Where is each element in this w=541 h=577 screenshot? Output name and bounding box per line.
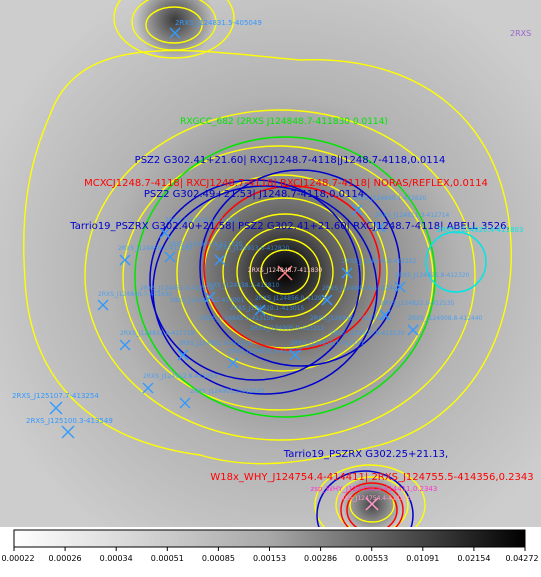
mcxc-label: MCXCJ1248.7-4118| RXCJ1248.7-4118| RXCJ1… — [84, 178, 488, 189]
psz2-label-b: PSZ2 G302.49+21.53| J1248.7-4118,0.0114 — [144, 189, 364, 200]
colorbar-tick-label: 0.00085 — [202, 554, 235, 563]
psz2-label-a: PSZ2 G302.41+21.60| RXCJ1248.7-4118|J124… — [135, 155, 446, 166]
faint-source-label: 2RXS_J124912.1-411621 — [165, 217, 240, 224]
faint-source-labels: 2RXS_J124912.1-411621 2RXS_J124905.4-4117… — [98, 195, 483, 395]
faint-source-label: 2RXS_J124905.4-411720 — [168, 241, 243, 248]
yellow-contours — [23, 0, 512, 527]
faint-source-label: 2RXS_J124922.0-411918 — [178, 340, 253, 347]
faint-source-label: 2RXS_J124925.8-412320 — [395, 272, 470, 279]
left-source-label-2: 2RXS_J125100.3-413549 — [26, 417, 113, 425]
faint-source-label: 2RXS_J124913.6-412820 — [215, 245, 290, 252]
colorbar-tick-label: 0.00051 — [151, 554, 184, 563]
blue-circles — [149, 169, 414, 527]
green-cluster-label: RXGCC_682 (2RXS J124848.7-411830 0.0114) — [180, 117, 388, 127]
faint-source-label: 2RXS_J124834.3-412252 — [342, 258, 417, 265]
tarrio-bottom-label: Tarrio19_PSZRX G302.25+21.13, — [283, 449, 448, 460]
faint-source-label: 2RXS_J124844.6-412244 — [322, 285, 397, 292]
center-marker — [277, 265, 293, 281]
cyan-source-circle — [425, 231, 487, 293]
zsp-label: zsp_WHY_J124754.4-414411,0.2343 — [311, 485, 438, 493]
colorbar-gradient — [13, 529, 526, 548]
colorbar-tick-label: 0.04272 — [505, 554, 538, 563]
bottom-marker — [365, 497, 379, 511]
colorbar-tick-label: 0.00553 — [355, 554, 388, 563]
green-cluster-circle — [134, 136, 436, 418]
faint-source-label: 2RXS_J124951.0-412504 — [140, 285, 215, 292]
faint-source-label: 2RXS_J124908.8-412440 — [408, 315, 483, 322]
faint-source-label: 2RXS_J124845.5-413156 — [200, 315, 275, 322]
faint-source-label: 2RXS_J124920.1-413015 — [230, 305, 305, 312]
top-source-label: 2RXS_J124831.5-405049 — [175, 19, 262, 27]
faint-source-label: 2RXS_J124827.8-413120 — [330, 330, 405, 337]
center-source-label: 2RXS_J124848.7-411830 — [248, 267, 323, 274]
tarrio-main-label: Tarrio19_PSZRX G302.40+21.58| PSZ2 G302.… — [69, 221, 509, 232]
w18x-label: W18x_WHY_J124754.4-414411| 2RXS_J124755.… — [210, 472, 533, 483]
colorbar-tick-label: 0.00286 — [304, 554, 337, 563]
colorbar-tick-label: 0.00026 — [49, 554, 82, 563]
faint-source-label: 2RXS_J124912.8-411953 — [143, 373, 218, 380]
faint-source-label: 2RXS_J124840.7-411630 — [98, 291, 173, 298]
faint-source-label: 2RXS_J124840.1-412620 — [352, 195, 427, 202]
faint-source-label: 2RXS_J124930.6-412044 — [228, 348, 303, 355]
colorbar-tick-label: 0.02154 — [457, 554, 490, 563]
faint-source-label: 2RXS_J124858.2-411530 — [118, 245, 193, 252]
left-source-label-1: 2RXS_J125107.7-413254 — [12, 392, 99, 400]
corner-label: 2RXS — [510, 29, 531, 38]
faint-source-label: 2RXS_J124817.2-413001 — [170, 297, 245, 304]
colorbar-tick-label: 0.00153 — [253, 554, 286, 563]
bottom-source-label: 2RXS_J124754.4-414356 — [337, 495, 412, 502]
faint-source-label: 2RXS_J124822.0-412535 — [380, 300, 455, 307]
faint-source-label: 2RXS_J124855.1-412101 — [290, 340, 365, 347]
faint-source-label: 2RXS_J124901.2-412040 — [190, 388, 265, 395]
colorbar-tick-label: 0.00034 — [100, 554, 133, 563]
cyan-source-label: 2RXS_J124920.4-411803 — [437, 226, 524, 234]
faint-source-label: 2RXS_J124838.2-412810 — [205, 282, 280, 289]
faint-source-label: 2RXS_J124856.0-412930 — [255, 295, 330, 302]
colorbar-tick-label: 0.00022 — [1, 554, 34, 563]
faint-source-label: 2RXS_J124905.9-413212 — [250, 325, 325, 332]
faint-source-label: 2RXS_J124811.3-412714 — [375, 212, 450, 219]
faint-source-label: 2RXS_J124831.0-411719 — [120, 330, 195, 337]
colorbar-tick-label: 0.01091 — [406, 554, 439, 563]
faint-source-label: 2RXS_J124945.3-412755 — [310, 315, 385, 322]
source-markers — [49, 27, 419, 439]
